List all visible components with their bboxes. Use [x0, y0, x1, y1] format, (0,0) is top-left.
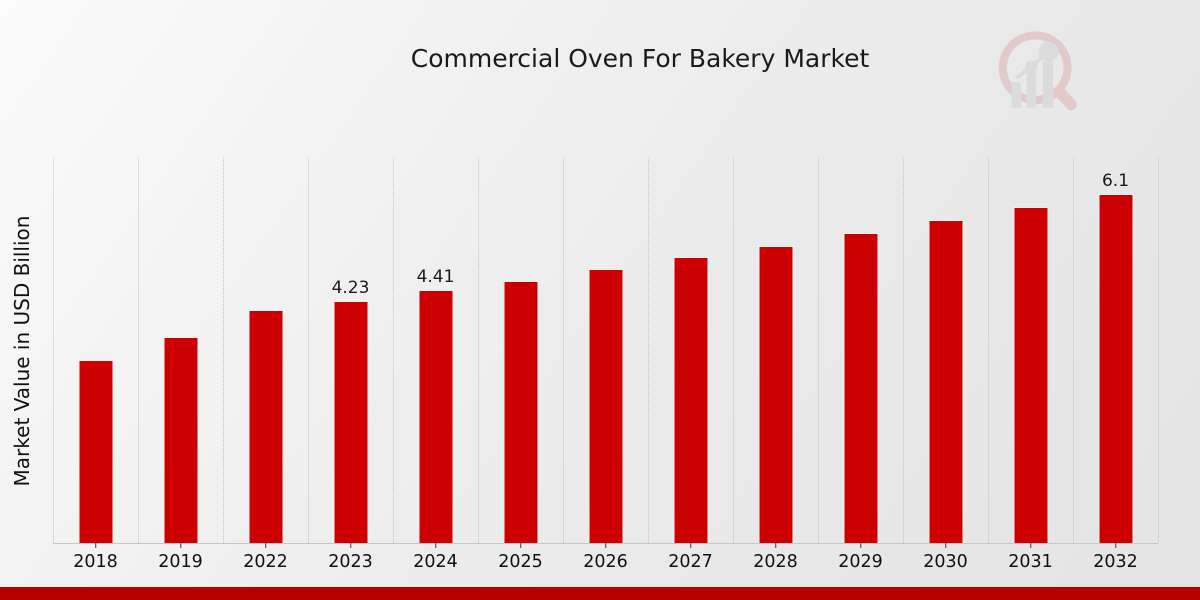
column-gridline	[648, 158, 649, 543]
x-axis-label-2032: 2032	[1093, 552, 1138, 572]
x-axis-label-2018: 2018	[73, 552, 118, 572]
x-axis-label-2024: 2024	[413, 552, 458, 572]
y-axis-label: Market Value in USD Billion	[10, 215, 34, 487]
chart-plot-area: 2018 2019 2022 4.23 2023 4.41 2024 2025 2026 2027…	[53, 158, 1159, 572]
x-axis-label-2019: 2019	[158, 552, 203, 572]
x-axis-label-2023: 2023	[328, 552, 373, 572]
column-gridline	[903, 158, 904, 543]
x-axis-label-2027: 2027	[668, 552, 713, 572]
column-gridline	[53, 158, 54, 543]
x-axis-tick	[519, 543, 522, 548]
bar-value-label-2023: 4.23	[331, 277, 370, 298]
logo-bar-small-icon	[1011, 81, 1021, 108]
column-gridline	[988, 158, 989, 543]
x-axis-tick	[689, 543, 692, 548]
bar-2031	[1013, 206, 1048, 543]
x-axis-tick	[179, 543, 182, 548]
column-gridline	[308, 158, 309, 543]
logo-bar-medium-icon	[1026, 70, 1037, 108]
x-axis-tick	[264, 543, 267, 548]
x-axis-tick	[1114, 543, 1117, 548]
x-axis-label-2028: 2028	[753, 552, 798, 572]
column-gridline	[1158, 158, 1159, 543]
x-axis-tick	[1029, 543, 1032, 548]
bar-2022	[248, 310, 283, 543]
bar-2024	[418, 290, 453, 543]
column-gridline	[563, 158, 564, 543]
chart-title: Commercial Oven For Bakery Market	[410, 44, 870, 73]
footer-accent-band	[0, 587, 1200, 600]
column-gridline	[733, 158, 734, 543]
x-axis-label-2029: 2029	[838, 552, 883, 572]
x-axis-label-2025: 2025	[498, 552, 543, 572]
column-gridline	[1073, 158, 1074, 543]
x-axis-tick	[94, 543, 97, 548]
column-gridline	[223, 158, 224, 543]
bar-2027	[673, 257, 708, 543]
column-gridline	[393, 158, 394, 543]
x-axis-tick	[349, 543, 352, 548]
x-axis-label-2026: 2026	[583, 552, 628, 572]
x-axis-label-2022: 2022	[243, 552, 288, 572]
x-axis-label-2031: 2031	[1008, 552, 1053, 572]
bar-2018	[78, 359, 113, 543]
trend-dot-small-icon	[1025, 60, 1038, 73]
mrfr-logo-watermark	[998, 31, 1077, 111]
bar-value-label-2032: 6.1	[1101, 170, 1130, 191]
x-axis-tick	[774, 543, 777, 548]
column-gridline	[818, 158, 819, 543]
bar-value-label-2024: 4.41	[416, 267, 455, 288]
bar-2028	[758, 245, 793, 543]
column-gridline	[138, 158, 139, 543]
bar-2030	[928, 220, 963, 543]
trend-dot-large-icon	[1038, 41, 1059, 62]
bar-2029	[843, 233, 878, 543]
magnifier-handle-icon	[1053, 85, 1077, 111]
column-gridline	[478, 158, 479, 543]
bar-2025	[503, 281, 538, 543]
x-axis-tick	[859, 543, 862, 548]
magnifier-ring-icon	[998, 31, 1072, 105]
trend-line-icon	[1015, 50, 1050, 80]
x-axis-tick	[434, 543, 437, 548]
bar-2026	[588, 269, 623, 543]
bar-2019	[163, 337, 198, 543]
x-axis-tick	[604, 543, 607, 548]
logo-bar-large-icon	[1042, 61, 1054, 108]
x-axis-tick	[944, 543, 947, 548]
bar-2023	[333, 300, 368, 543]
x-axis-label-2030: 2030	[923, 552, 968, 572]
bar-2032	[1098, 193, 1133, 543]
